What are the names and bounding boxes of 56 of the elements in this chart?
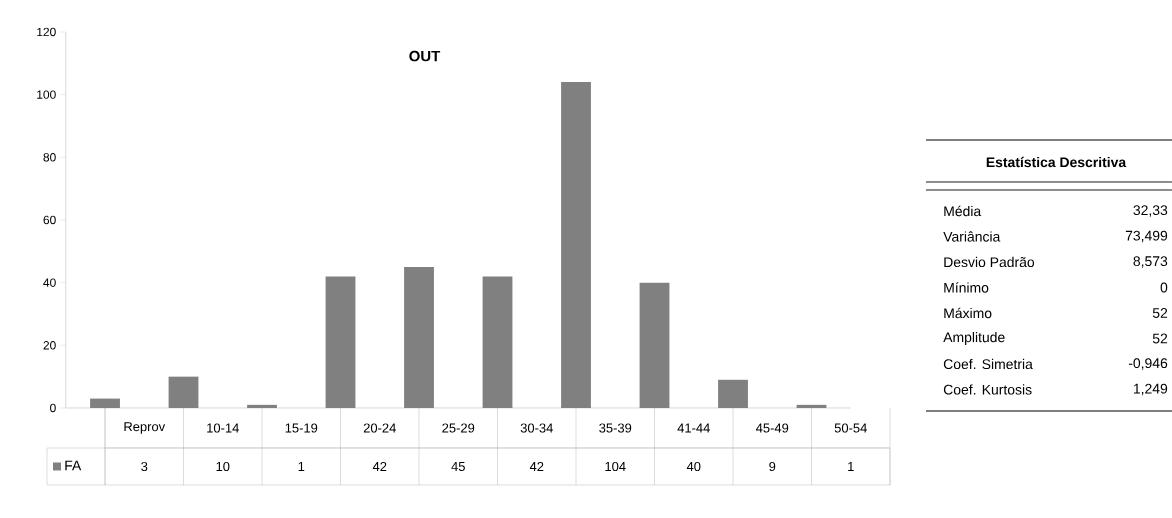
data-label: 42 xyxy=(372,461,387,472)
category-label: Variância xyxy=(943,231,1001,242)
category-label: Média xyxy=(944,205,982,217)
bar xyxy=(168,376,199,408)
data-label: 104 xyxy=(605,461,626,472)
x-tick-label: 25-29 xyxy=(442,423,475,433)
bar xyxy=(404,266,434,408)
x-tick-label: 15-19 xyxy=(285,423,318,433)
x-tick-label: 50-54 xyxy=(834,423,867,433)
text: 52 xyxy=(1152,308,1168,318)
bar xyxy=(718,379,748,408)
text: 32,33 xyxy=(1133,205,1168,217)
text: 52 xyxy=(1152,333,1168,344)
legend-label: FA xyxy=(65,460,82,471)
bar xyxy=(482,276,513,408)
y-tick-label: 60 xyxy=(43,215,56,225)
text: Estatística Descritiva xyxy=(986,156,1127,168)
category-label: Amplitude xyxy=(943,331,1005,345)
data-label: 1 xyxy=(848,462,854,471)
bar xyxy=(325,276,356,408)
bar xyxy=(796,404,827,408)
bar xyxy=(639,282,670,408)
category-label: Mínimo xyxy=(944,282,989,293)
x-tick-label: 35-39 xyxy=(599,423,632,433)
text: 8,573 xyxy=(1133,256,1168,268)
y-tick-label: 100 xyxy=(37,90,56,99)
bar xyxy=(90,398,120,408)
text: 1,249 xyxy=(1133,383,1168,396)
category-label: Coef. Simetria xyxy=(943,358,1033,370)
category-label: Desvio Padrão xyxy=(944,256,1035,268)
data-label: 42 xyxy=(529,461,544,472)
y-tick-label: 40 xyxy=(43,278,56,287)
y-tick-label: 0 xyxy=(50,403,56,413)
data-label: 9 xyxy=(769,461,776,472)
y-tick-label: 20 xyxy=(43,341,56,350)
data-label: 10 xyxy=(216,461,230,472)
bar xyxy=(247,404,277,408)
x-tick-label: 41-44 xyxy=(677,423,710,433)
x-tick-label: 45-49 xyxy=(755,423,789,433)
data-label: 45 xyxy=(451,461,465,471)
x-tick-label: 30-34 xyxy=(520,423,553,433)
data-label: 40 xyxy=(686,461,701,472)
text: 0 xyxy=(1160,282,1168,293)
text: 73,499 xyxy=(1125,230,1168,243)
x-tick-label: Reprov xyxy=(124,422,166,434)
data-label: 1 xyxy=(298,462,305,471)
text: OUT xyxy=(409,50,441,62)
data-label: 3 xyxy=(141,461,148,472)
x-tick-label: 20-24 xyxy=(363,423,396,433)
category-label: Coef. Kurtosis xyxy=(943,384,1032,395)
bar xyxy=(561,82,591,408)
text: -0,946 xyxy=(1128,358,1168,370)
y-tick-label: 80 xyxy=(43,153,56,162)
x-tick-label: 10-14 xyxy=(207,423,239,433)
y-tick-label: 120 xyxy=(37,27,56,37)
category-label: Máximo xyxy=(944,307,992,319)
